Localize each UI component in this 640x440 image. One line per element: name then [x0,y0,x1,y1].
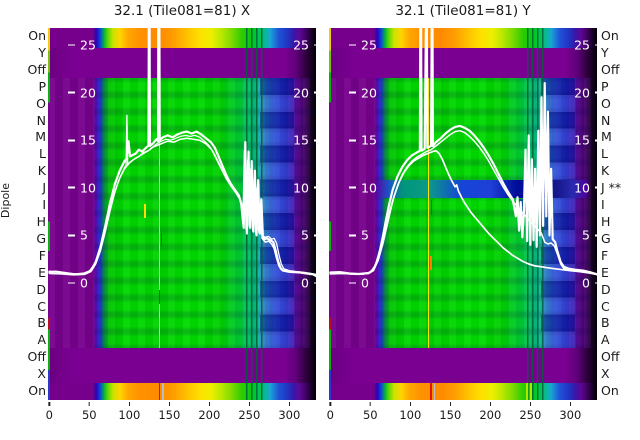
artifact-dash-yellow [144,204,146,218]
heatmap-panel-y: 25 20 15 10 5 0 25 20 15 10 5 0 [329,28,597,400]
artifact-dash-red [160,233,163,246]
dipole-row-label: E [38,264,46,280]
panel-title-x: 32.1 (Tile081=81) X [113,3,251,19]
dipole-row-label: B [37,315,46,331]
dipole-row-label: X [37,366,46,382]
artifact-line-lime [530,383,532,400]
x-tick-label: 250 [238,402,260,422]
dipole-row-label: E [601,264,609,280]
dipole-row-label: I [42,197,46,213]
dipole-row-label: L [601,146,608,162]
artifact-dash-orange [430,256,432,270]
dipole-labels-left: On Y Off P O N M L K J I H G F E D C B A Off X On [6,28,46,400]
dipole-row-label: D [601,281,611,297]
artifact-line-grey [162,383,164,400]
x-tick-label: 0 [46,402,53,422]
artifact-dash-red [158,290,161,304]
heatmap-panel-x: 25 20 15 10 5 0 25 20 15 10 5 0 [48,28,316,400]
dipole-row-label: Off [601,349,620,365]
panel-title-y: 32.1 (Tile081=81) Y [395,3,531,19]
dipole-row-label: X [601,366,610,382]
artifact-line-lime [526,383,528,400]
dipole-bandpass-rows [48,78,316,348]
dipole-row-label: O [601,95,611,111]
dipole-row-label: N [36,112,46,128]
dipole-row-label: K [37,163,46,179]
artifact-line-yellow [427,78,430,348]
dipole-row-label: P [601,78,609,94]
bandpass-curves-overlay [329,28,597,276]
x-tick-label: 150 [439,402,461,422]
dipole-row-label: Y [38,44,46,60]
dipole-row-label: A [37,332,46,348]
x-tick-label: 200 [198,402,220,422]
dipole-row-label: On [28,383,46,399]
dipole-row-label: Off [27,349,46,365]
x-tick-label: 200 [479,402,501,422]
x-tick-label: 300 [559,402,581,422]
dipole-row-label: C [601,298,610,314]
x-axis-right: 0 50 100 150 200 250 300 [327,402,597,430]
dipole-row-label: A [601,332,610,348]
artifact-line-yellow [158,78,161,348]
dipole-row-label: D [36,281,46,297]
dipole-row-label: B [601,315,610,331]
x-tick-label: 300 [278,402,300,422]
row-shading-overlay [94,78,316,348]
dipole-labels-right: On Y Off P O N M L K J ** I H G F E D C B A Off X On [601,28,639,400]
x-tick-label: 100 [399,402,421,422]
dipole-row-label: Off [601,61,620,77]
dipole-bandpass-rows [329,78,597,348]
dipole-row-label: F [38,247,46,263]
dipole-row-label: On [601,28,619,43]
x-tick-label: 0 [327,402,334,422]
dipole-row-label: K [601,163,610,179]
dipole-row-label: Off [27,61,46,77]
row-shading-overlay [375,78,597,348]
bandpass-curve [48,28,316,278]
x-tick-label: 100 [118,402,140,422]
dipole-row-label: O [36,95,46,111]
dipole-row-label: P [38,78,46,94]
x-tick-label: 50 [82,402,97,422]
artifact-line-red [158,383,161,400]
dipole-row-label: Y [601,44,609,60]
dipole-row-label: N [601,112,611,128]
dipole-row-label: On [28,28,46,43]
artifact-dash-red [430,200,433,215]
bandpass-curve [329,28,597,276]
bandpass-curves-overlay [48,28,316,278]
dipole-row-label: J ** [601,180,622,196]
dipole-row-label: G [601,230,611,246]
dipole-row-label: C [37,298,46,314]
x-tick-label: 150 [158,402,180,422]
dipole-row-label: I [601,197,605,213]
dipole-row-label: L [39,146,46,162]
edge-data-sliver [48,28,50,400]
x-tick-label: 250 [519,402,541,422]
x-tick-label: 50 [363,402,378,422]
dipole-row-label: G [36,230,46,246]
dipole-row-label: J [42,180,46,196]
dipole-row-label: M [35,129,46,145]
bandpass-curve [48,137,316,277]
faulty-dipole-curve [329,149,597,276]
edge-data-sliver [329,28,331,400]
blue-block-overlay [260,78,294,348]
dipole-row-label: H [36,214,46,229]
artifact-line-grey [433,383,436,400]
x-axis-left: 0 50 100 150 200 250 300 [46,402,316,430]
dipole-row-label: F [601,247,609,263]
artifact-line-red [430,383,432,400]
dipole-row-label: H [601,214,611,229]
dipole-row-label: On [601,383,619,399]
dipole-row-label: M [601,129,612,145]
